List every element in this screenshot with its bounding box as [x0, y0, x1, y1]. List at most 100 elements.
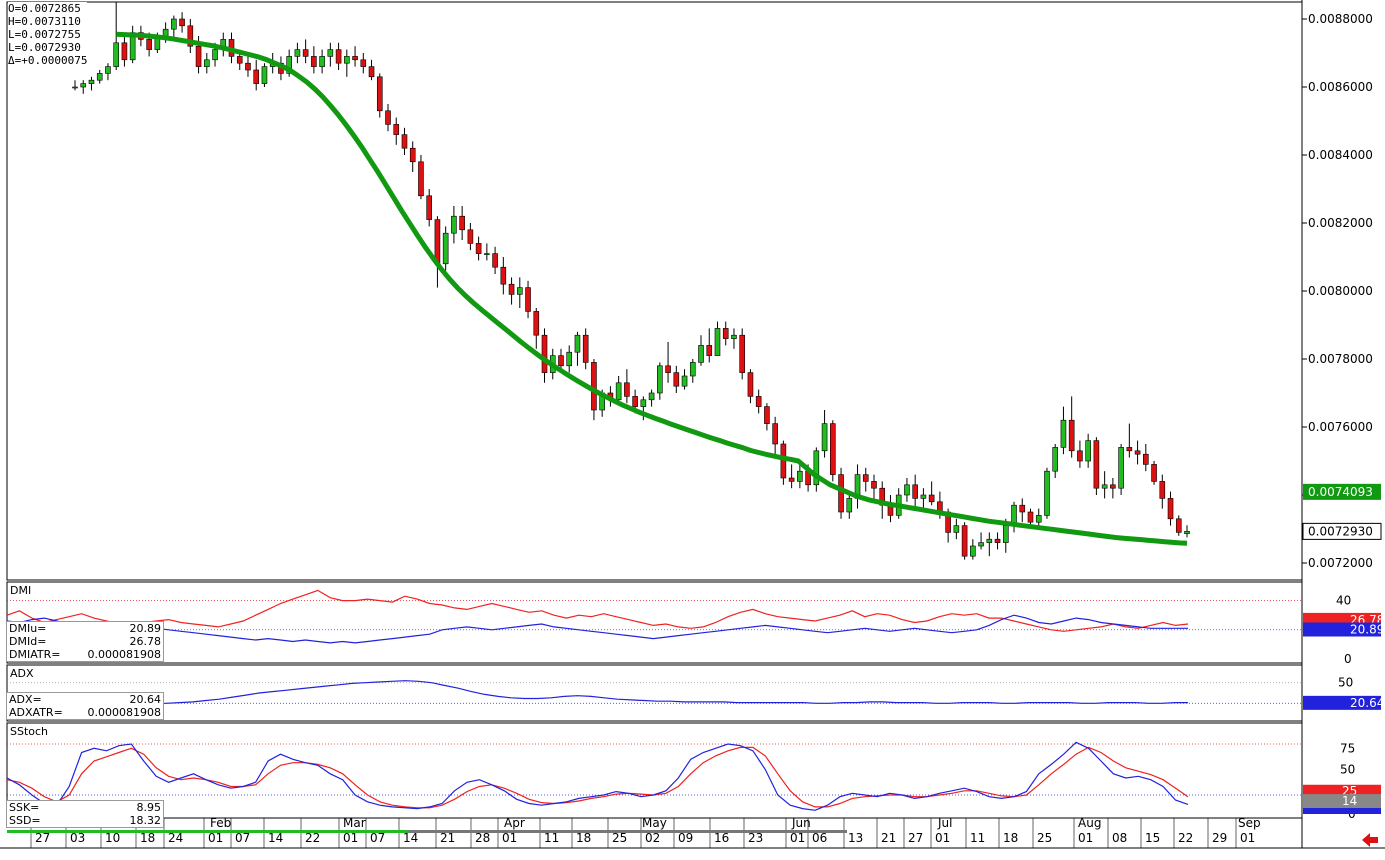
ma-price-label: 0.0074093 [1308, 485, 1373, 499]
ohlc-delta: Δ=+0.0000075 [8, 54, 88, 67]
x-month-label: Mar [343, 816, 366, 830]
candle-up [574, 334, 581, 353]
dmi-atr-label: DMIATR= [9, 648, 61, 661]
candle-up [171, 18, 177, 30]
candle-down [393, 124, 400, 135]
x-day-label: 01 [343, 831, 358, 845]
x-month-label: Feb [210, 816, 231, 830]
candle-down [722, 328, 729, 339]
x-day-label: 25 [1037, 831, 1052, 845]
dmi-pane-title: DMI [10, 584, 32, 597]
candle-down [385, 110, 391, 125]
candle-down [772, 423, 778, 445]
candle-up [1184, 531, 1190, 534]
price-tick-label: 0.0086000 [1308, 80, 1373, 94]
candle-up [162, 28, 169, 37]
adx-box-label: 20.64 [1350, 696, 1384, 710]
candle-up [212, 49, 218, 61]
adx-info-box: ADX= 20.64 ADXATR= 0.000081908 [6, 692, 164, 720]
candle-down [632, 396, 638, 407]
candle-down [376, 76, 383, 112]
adx-box [1303, 695, 1381, 710]
x-day-label: 14 [268, 831, 283, 845]
candle-down [253, 69, 260, 84]
scroll-left-arrow-icon[interactable] [1361, 832, 1379, 848]
x-day-label: 22 [1178, 831, 1193, 845]
x-day-label: 11 [970, 831, 985, 845]
candle-up [1044, 470, 1050, 516]
x-month-label: May [642, 816, 667, 830]
candle-down [1126, 447, 1133, 452]
candle-up [203, 59, 210, 67]
candle-up [1085, 440, 1091, 462]
dmi-minus-line [6, 589, 1189, 632]
last-price-box [1302, 522, 1382, 540]
candle-up [1118, 447, 1124, 489]
x-day-label: 18 [576, 831, 591, 845]
x-day-label: 10 [105, 831, 120, 845]
x-day-label: 01 [208, 831, 223, 845]
x-day-label: 09 [678, 831, 693, 845]
candle-down [706, 345, 713, 356]
candle-down [558, 355, 564, 367]
dmi-pane-frame [6, 581, 1303, 664]
x-day-label: 27 [908, 831, 923, 845]
ssk-line [6, 741, 1189, 811]
candle-down [360, 59, 367, 67]
candle-down [508, 283, 515, 295]
candle-up [978, 542, 984, 547]
candle-down [187, 25, 194, 47]
x-month-label: Aug [1078, 816, 1101, 830]
dmi-plus-box [1303, 622, 1381, 637]
ohlc-low: L=0.0072755 [8, 28, 81, 41]
sstoch-info-box: SSK= 8.95 SSD= 18.32 [6, 800, 164, 828]
dmi-info-box: DMIu= 20.89 DMId= 26.78 DMIATR= 0.000081908 [6, 621, 164, 662]
ma-price-box [1303, 483, 1381, 500]
price-tick-label: 0.0082000 [1308, 216, 1373, 230]
x-range-bar-green [7, 830, 407, 833]
x-day-label: 11 [544, 831, 559, 845]
x-day-label: 01 [790, 831, 805, 845]
dmi-tick-40: 40 [1336, 594, 1351, 608]
candle-down [401, 134, 408, 149]
candle-down [418, 161, 424, 197]
candle-up [970, 545, 976, 557]
candle-down [1159, 481, 1166, 499]
candle-up [640, 399, 647, 407]
candle-down [830, 423, 836, 475]
adx-atr-value: 0.000081908 [87, 706, 161, 719]
candle-down [862, 474, 869, 482]
price-pane-frame [6, 1, 1303, 581]
candle-up [72, 86, 78, 89]
x-day-label: 14 [403, 831, 418, 845]
candle-down [912, 484, 918, 499]
candle-up [516, 287, 523, 295]
ssk-base-box [1303, 808, 1381, 814]
x-month-label: Jul [937, 816, 952, 830]
candle-up [648, 392, 655, 401]
ohlc-close: L=0.0072930 [8, 41, 81, 54]
candle-down [747, 372, 754, 397]
candle-down [195, 45, 202, 67]
candle-down [245, 62, 251, 71]
candle-down [755, 396, 762, 407]
candle-up [615, 382, 622, 401]
candle-up [566, 351, 573, 367]
x-day-label: 25 [612, 831, 627, 845]
x-day-label: 08 [1112, 831, 1127, 845]
candle-down [459, 215, 465, 231]
candle-down [467, 229, 474, 244]
ssk-box [1303, 794, 1381, 809]
candle-up [986, 538, 993, 543]
candle-down [961, 525, 968, 557]
candle-down [1143, 453, 1149, 465]
x-day-label: 29 [1212, 831, 1227, 845]
candle-down [475, 243, 482, 254]
candle-up [286, 56, 292, 74]
x-day-label: 16 [714, 831, 729, 845]
adx-value: 20.64 [129, 693, 162, 706]
candle-down [426, 195, 432, 220]
candle-up [294, 49, 301, 57]
candle-down [1019, 504, 1026, 513]
